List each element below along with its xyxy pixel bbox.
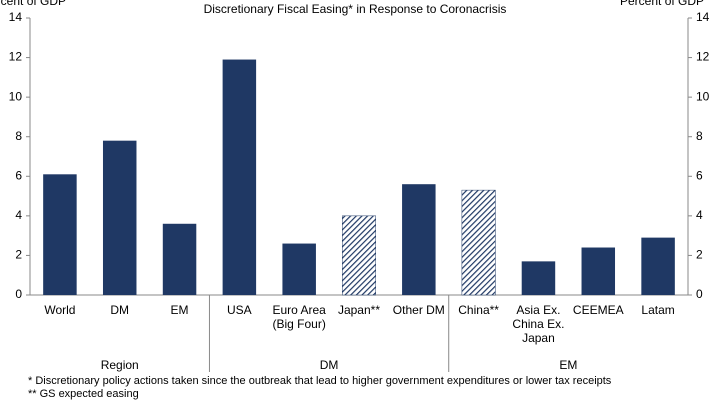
y-tick-label: 12 bbox=[9, 50, 23, 64]
bar bbox=[461, 189, 496, 296]
bar bbox=[581, 247, 616, 295]
x-tick-label: CEEMEA bbox=[572, 303, 624, 317]
bar bbox=[641, 237, 675, 295]
y2-tick-label: 10 bbox=[696, 89, 710, 103]
bar bbox=[402, 184, 436, 295]
y-axis-label: Percent of GDP bbox=[0, 0, 66, 8]
y-tick-label: 6 bbox=[15, 168, 22, 182]
bar bbox=[43, 174, 77, 295]
y2-tick-label: 8 bbox=[696, 129, 703, 143]
y-tick-label: 0 bbox=[15, 287, 22, 301]
x-tick-label: DM bbox=[110, 303, 130, 317]
x-tick-label: Euro Area (Big Four) bbox=[272, 303, 326, 331]
bar bbox=[162, 223, 197, 295]
x-tick-label: EM bbox=[170, 303, 189, 317]
bar bbox=[102, 140, 137, 295]
footnote: ** GS expected easing bbox=[28, 388, 139, 400]
y-tick-label: 10 bbox=[9, 89, 23, 103]
y-tick-label: 4 bbox=[15, 208, 22, 222]
y2-tick-label: 2 bbox=[696, 248, 703, 262]
y2-tick-label: 6 bbox=[696, 168, 703, 182]
x-tick-label: Japan** bbox=[337, 303, 380, 317]
y2-axis-label: Percent of GDP bbox=[620, 0, 704, 8]
y2-tick-label: 12 bbox=[696, 50, 710, 64]
bar bbox=[521, 261, 556, 295]
y-tick-label: 8 bbox=[15, 129, 22, 143]
group-label: EM bbox=[559, 358, 577, 372]
footnote: * Discretionary policy actions taken sin… bbox=[28, 375, 612, 387]
y-tick-label: 2 bbox=[15, 248, 22, 262]
y2-tick-label: 0 bbox=[696, 287, 703, 301]
y2-tick-label: 14 bbox=[696, 10, 710, 24]
x-tick-label: Asia Ex. China Ex. Japan bbox=[512, 303, 565, 345]
x-tick-label: Latam bbox=[641, 303, 675, 317]
x-tick-label: USA bbox=[227, 303, 252, 317]
bar bbox=[342, 215, 376, 296]
group-label: DM bbox=[320, 358, 339, 372]
x-tick-label: World bbox=[44, 303, 76, 317]
bar bbox=[282, 243, 316, 295]
y-tick-label: 14 bbox=[9, 10, 23, 24]
x-tick-label: China** bbox=[458, 303, 499, 317]
group-label: Region bbox=[101, 358, 139, 372]
bar bbox=[222, 59, 257, 295]
chart-title: Discretionary Fiscal Easing* in Response… bbox=[204, 2, 507, 16]
x-tick-label: Other DM bbox=[392, 303, 445, 317]
y2-tick-label: 4 bbox=[696, 208, 703, 222]
